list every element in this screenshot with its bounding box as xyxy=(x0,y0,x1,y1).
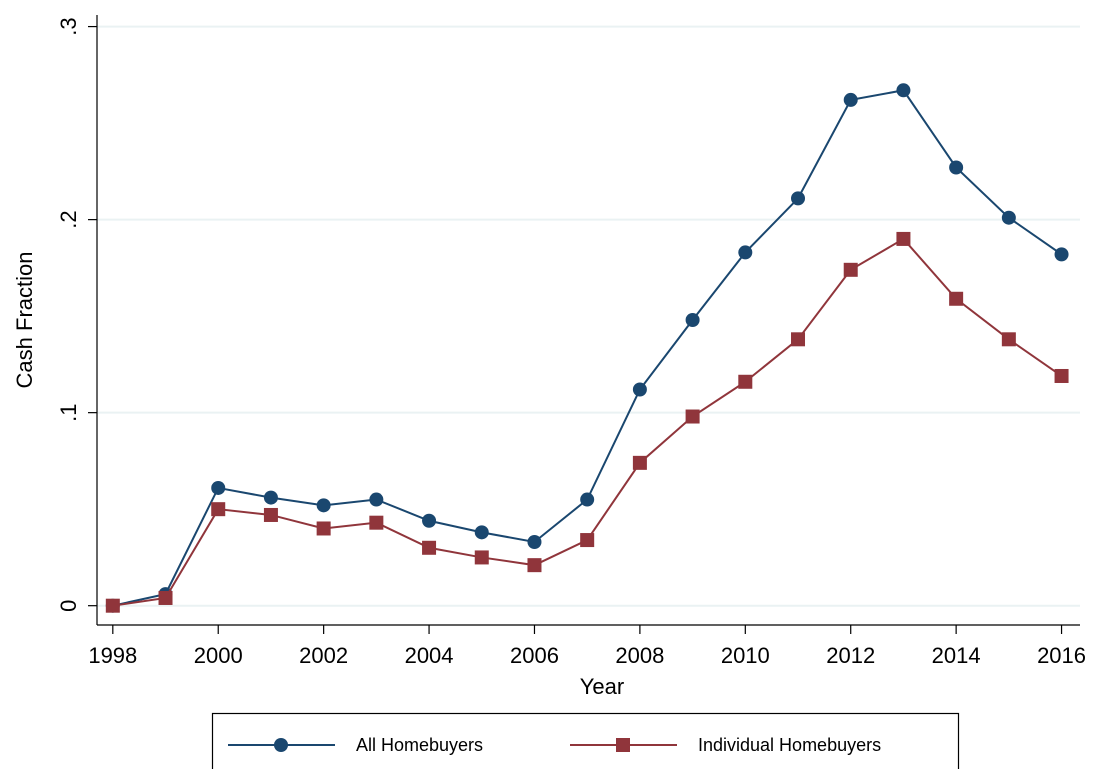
y-tick-label: .2 xyxy=(56,210,81,228)
data-point xyxy=(1054,368,1069,383)
data-point xyxy=(369,515,384,530)
data-point xyxy=(474,525,489,540)
data-point xyxy=(949,160,964,175)
data-point xyxy=(474,550,489,565)
data-point xyxy=(632,455,647,470)
data-point xyxy=(211,502,226,517)
legend-label: All Homebuyers xyxy=(356,735,483,755)
data-point xyxy=(791,332,806,347)
x-tick-label: 2008 xyxy=(615,643,664,668)
x-tick-label: 2000 xyxy=(194,643,243,668)
data-point xyxy=(1001,332,1016,347)
data-point xyxy=(316,521,331,536)
y-tick-label: .1 xyxy=(56,403,81,421)
data-point xyxy=(1054,247,1069,262)
data-point xyxy=(896,231,911,246)
x-tick-label: 2014 xyxy=(932,643,981,668)
data-point xyxy=(685,409,700,424)
data-point xyxy=(422,540,437,555)
legend-label: Individual Homebuyers xyxy=(698,735,881,755)
x-tick-label: 2004 xyxy=(405,643,454,668)
data-point xyxy=(843,262,858,277)
data-point xyxy=(263,490,278,505)
y-tick-label: 0 xyxy=(56,600,81,612)
x-tick-label: 2006 xyxy=(510,643,559,668)
data-point xyxy=(632,382,647,397)
data-point xyxy=(685,313,700,327)
x-tick-label: 2012 xyxy=(826,643,875,668)
x-tick-label: 2016 xyxy=(1037,643,1086,668)
data-point xyxy=(580,533,595,548)
x-tick-label: 2010 xyxy=(721,643,770,668)
data-point xyxy=(316,498,331,513)
legend-marker xyxy=(616,738,630,752)
legend-marker xyxy=(274,738,288,752)
data-point xyxy=(527,558,542,573)
data-point xyxy=(949,291,964,306)
x-axis-title: Year xyxy=(580,674,624,699)
legend-box xyxy=(211,712,960,769)
data-point xyxy=(527,534,542,549)
y-tick-label: .3 xyxy=(56,17,81,35)
data-point xyxy=(738,245,753,260)
data-point xyxy=(843,92,858,107)
x-tick-label: 1998 xyxy=(88,643,137,668)
data-point xyxy=(791,191,806,206)
x-tick-label: 2002 xyxy=(299,643,348,668)
data-point xyxy=(422,513,437,528)
data-point xyxy=(738,374,753,389)
data-point xyxy=(580,492,595,507)
data-point xyxy=(105,598,120,613)
data-point xyxy=(369,492,384,507)
data-point xyxy=(158,590,173,605)
y-axis-title: Cash Fraction xyxy=(12,252,37,389)
data-point xyxy=(896,83,911,98)
data-point xyxy=(1001,210,1016,225)
data-point xyxy=(211,480,226,495)
data-point xyxy=(263,507,278,522)
